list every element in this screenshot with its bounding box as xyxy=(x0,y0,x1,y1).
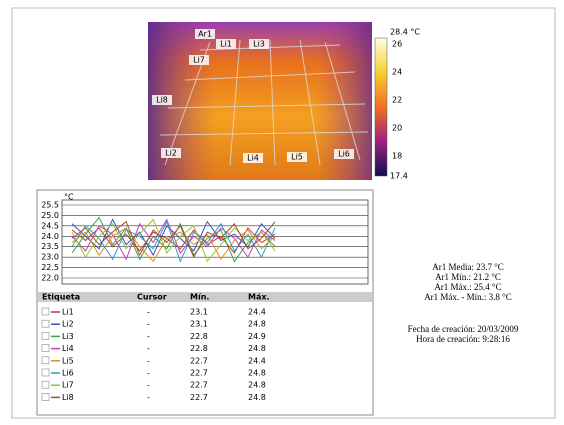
image-label: Li3 xyxy=(253,40,265,49)
y-tick-label: 23.0 xyxy=(41,253,59,262)
table-cell: 22.8 xyxy=(190,344,208,353)
table-cell: - xyxy=(147,308,150,317)
row-label: Li6 xyxy=(62,369,74,378)
scale-tick: 26 xyxy=(392,40,402,49)
row-checkbox xyxy=(41,393,50,401)
image-label: Li4 xyxy=(247,154,259,163)
table-cell: 24.8 xyxy=(248,344,266,353)
image-label: Li8 xyxy=(156,96,168,105)
scale-max: 28.4 °C xyxy=(390,28,420,37)
series-line xyxy=(71,218,276,257)
row-label: Li5 xyxy=(62,356,74,365)
series-line xyxy=(71,220,276,259)
label-box xyxy=(249,39,269,49)
table-cell: - xyxy=(147,320,150,329)
row-checkbox xyxy=(41,332,50,340)
table-cell: 22.8 xyxy=(190,332,208,341)
creation-line: Fecha de creación: 20/03/2009 xyxy=(408,324,519,334)
scale-min: 17.4 xyxy=(390,172,408,181)
stat-line: Ar1 Media: 23.7 °C xyxy=(432,262,504,272)
y-tick-label: 24.5 xyxy=(41,221,59,230)
row-checkbox xyxy=(41,380,50,389)
table-cell: - xyxy=(147,369,150,378)
table-cell: 23.1 xyxy=(190,320,208,329)
y-tick-label: 22.0 xyxy=(41,274,59,283)
table-cell: 22.7 xyxy=(190,356,208,365)
row-label: Li1 xyxy=(62,308,74,317)
label-box xyxy=(195,29,215,39)
page-frame xyxy=(11,7,556,419)
plot-area xyxy=(61,199,369,285)
label-box xyxy=(161,148,181,158)
table-cell: 24.8 xyxy=(248,393,266,402)
row-checkbox xyxy=(41,368,50,377)
y-tick-label: 24.0 xyxy=(41,232,59,241)
table-header: Máx. xyxy=(248,293,270,302)
graph-unit: °C xyxy=(64,193,74,202)
table-cell: 24.8 xyxy=(248,320,266,329)
y-tick-label: 25.5 xyxy=(41,201,59,210)
label-box xyxy=(152,95,172,105)
table-cell: - xyxy=(147,344,150,353)
series-line xyxy=(71,218,276,263)
row-checkbox xyxy=(41,319,50,328)
table-cell: 22.7 xyxy=(190,393,208,402)
table-header-bar xyxy=(38,292,372,302)
row-label: Li7 xyxy=(62,381,74,390)
table-cell: - xyxy=(147,332,150,341)
row-checkbox xyxy=(41,356,50,365)
table-cell: 24.8 xyxy=(248,381,266,390)
table-cell: 24.9 xyxy=(248,332,266,341)
image-label: Li6 xyxy=(338,150,350,159)
stat-line: Ar1 Máx.: 25.4 °C xyxy=(434,282,501,292)
scale-tick: 22 xyxy=(392,96,402,105)
table-cell: - xyxy=(147,381,150,390)
scale-tick: 18 xyxy=(392,152,402,161)
table-cell: 24.8 xyxy=(248,369,266,378)
table-header: Etiqueta xyxy=(42,293,80,302)
label-box xyxy=(287,152,307,162)
row-label: Li2 xyxy=(62,320,74,329)
row-checkbox xyxy=(41,344,50,352)
label-box xyxy=(334,149,354,159)
scale-tick: 24 xyxy=(392,68,402,77)
table-header: Cursor xyxy=(137,293,167,302)
table-cell: - xyxy=(147,356,150,365)
stat-line: Ar1 Máx. - Mín.: 3.8 °C xyxy=(424,292,512,302)
table-cell: 22.7 xyxy=(190,381,208,390)
label-box xyxy=(189,55,209,65)
image-label: Li2 xyxy=(165,149,177,158)
table-cell: 23.1 xyxy=(190,308,208,317)
label-box xyxy=(243,153,263,163)
table-header: Mín. xyxy=(190,293,209,302)
image-label: Ar1 xyxy=(198,30,212,39)
row-label: Li8 xyxy=(62,393,74,402)
table-cell: 24.4 xyxy=(248,356,266,365)
stat-line: Ar1 Mín.: 21.2 °C xyxy=(435,272,501,282)
image-label: Li5 xyxy=(291,153,303,162)
image-label: Li1 xyxy=(220,40,232,49)
row-checkbox xyxy=(41,307,50,316)
y-tick-label: 22.5 xyxy=(41,263,59,272)
table-cell: 22.7 xyxy=(190,369,208,378)
image-label: Li7 xyxy=(193,56,205,65)
creation-line: Hora de creación: 9:28:16 xyxy=(416,334,510,344)
label-box xyxy=(216,39,236,49)
scale-tick: 20 xyxy=(392,124,402,133)
series-line xyxy=(71,220,276,263)
y-tick-label: 23.5 xyxy=(41,242,59,251)
table-cell: - xyxy=(147,393,150,402)
row-label: Li3 xyxy=(62,332,74,341)
table-cell: 24.4 xyxy=(248,308,266,317)
row-label: Li4 xyxy=(62,344,74,353)
y-tick-label: 25.0 xyxy=(41,211,59,220)
